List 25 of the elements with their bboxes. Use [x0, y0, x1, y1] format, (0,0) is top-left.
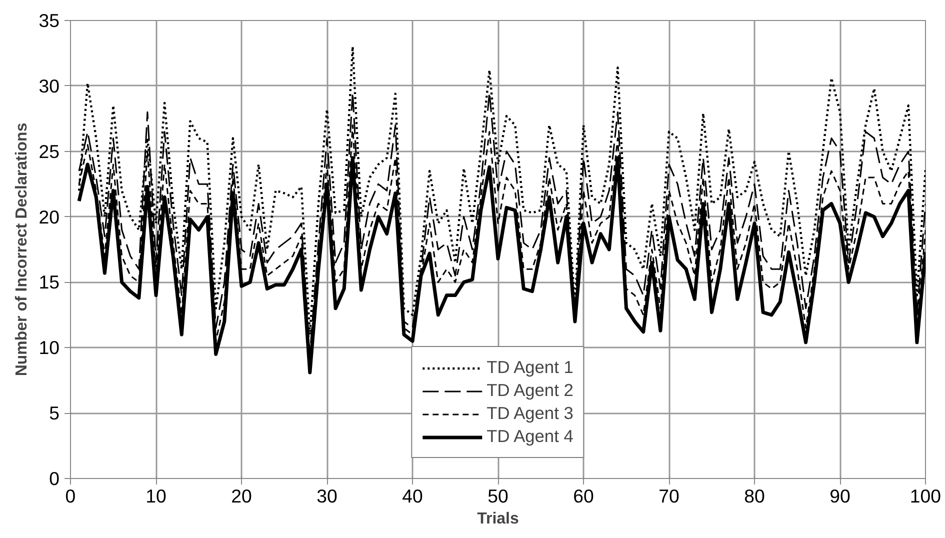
y-tick-label: 35	[38, 10, 60, 31]
x-tick-label: 100	[910, 486, 942, 506]
x-tick-label: 0	[65, 486, 76, 506]
y-tick-label: 20	[38, 206, 60, 228]
x-tick-label: 50	[488, 486, 508, 506]
y-tick-label: 30	[38, 75, 60, 96]
y-tick-label: 5	[49, 402, 60, 424]
x-tick-label: 70	[658, 486, 680, 506]
legend-label: TD Agent 1	[486, 357, 574, 378]
legend-label: TD Agent 4	[486, 426, 574, 447]
x-tick-label: 80	[744, 486, 765, 506]
y-tick-label: 10	[38, 337, 60, 358]
y-tick-label: 25	[38, 140, 60, 162]
y-axis-title: Number of Incorrect Declarations	[14, 122, 31, 376]
x-tick-label: 90	[830, 486, 850, 506]
x-tick-label: 40	[402, 486, 423, 506]
x-tick-label: 10	[146, 486, 166, 506]
x-axis-title: Trials	[477, 510, 520, 528]
x-tick-label: 20	[231, 486, 252, 506]
y-tick-label: 15	[38, 272, 60, 293]
x-tick-label: 60	[573, 486, 594, 506]
legend-label: TD Agent 3	[486, 403, 574, 424]
legend-label: TD Agent 2	[486, 380, 574, 401]
x-tick-label: 30	[316, 486, 338, 506]
y-tick-label: 0	[49, 468, 60, 489]
